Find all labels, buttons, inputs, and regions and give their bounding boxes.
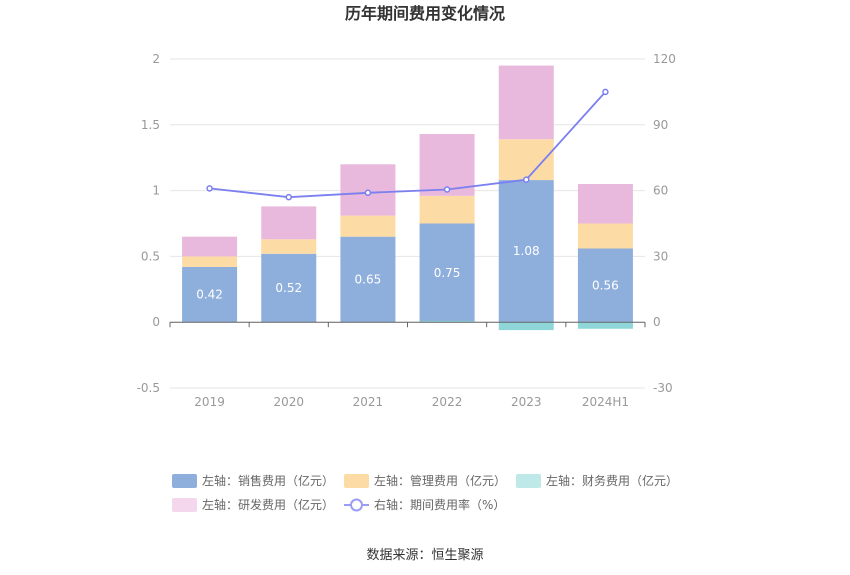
legend-item-rnd[interactable]: 左轴：研发费用（亿元） xyxy=(172,497,334,512)
legend-label-rnd: 左轴：研发费用（亿元） xyxy=(202,497,334,512)
legend-item-sales[interactable]: 左轴：销售费用（亿元） xyxy=(172,473,334,488)
chart-title: 历年期间费用变化情况 xyxy=(345,4,505,23)
right-tick-label: 90 xyxy=(653,118,668,132)
left-tick-label: 2 xyxy=(152,52,160,66)
left-tick-label: 1.5 xyxy=(141,118,160,132)
grid xyxy=(170,58,645,389)
expense-rate-line xyxy=(206,88,609,201)
legend-swatch-rate-marker xyxy=(350,498,363,512)
expense-rate-point-2019 xyxy=(206,185,213,192)
bar-admin-2023 xyxy=(498,139,554,181)
bar-value-label-2021: 0.65 xyxy=(355,272,382,286)
legend-swatch-finance xyxy=(516,474,541,488)
bar-rnd-2023 xyxy=(498,65,554,140)
left-axis-ticks: 2 1.5 1 0.5 0 -0.5 xyxy=(137,52,160,395)
bar-rnd-2024H1 xyxy=(577,184,633,224)
bar-admin-2024H1 xyxy=(577,223,633,249)
expense-rate-point-2020 xyxy=(285,193,292,201)
bar-value-label-2022: 0.75 xyxy=(434,266,461,280)
right-tick-label: 0 xyxy=(653,315,661,329)
expense-rate-point-2022 xyxy=(443,186,451,193)
legend: 左轴：销售费用（亿元） 左轴：管理费用（亿元） 左轴：财务费用（亿元） 左轴：研… xyxy=(172,473,678,512)
legend-item-finance[interactable]: 左轴：财务费用（亿元） xyxy=(516,473,678,488)
bar-sales-2023 xyxy=(498,180,554,323)
expense-rate-polyline xyxy=(209,91,607,199)
x-tick-label: 2022 xyxy=(432,395,463,409)
legend-swatch-rnd xyxy=(172,498,197,512)
right-tick-label: 60 xyxy=(653,184,668,198)
legend-label-rate: 右轴：期间费用率（%） xyxy=(374,497,505,512)
bar-finance-2023 xyxy=(498,322,554,331)
bar-rnd-2022 xyxy=(419,134,475,196)
bar-admin-2020 xyxy=(261,239,317,254)
left-tick-label: 0.5 xyxy=(141,249,160,263)
bar-value-label-2019: 0.42 xyxy=(196,288,223,302)
bar-admin-2022 xyxy=(419,195,475,224)
bar-rnd-2019 xyxy=(182,236,238,257)
bar-sales-2024H1 xyxy=(577,248,633,323)
legend-item-admin[interactable]: 左轴：管理费用（亿元） xyxy=(344,473,506,488)
left-tick-label: -0.5 xyxy=(137,381,160,395)
legend-label-admin: 左轴：管理费用（亿元） xyxy=(374,473,506,488)
expense-rate-point-2021 xyxy=(364,189,372,197)
right-tick-label: 120 xyxy=(653,52,676,66)
x-tick-label: 2024H1 xyxy=(582,395,629,409)
bar-value-label-2023: 1.08 xyxy=(513,244,540,258)
source-note: 数据来源：恒生聚源 xyxy=(366,548,483,563)
legend-swatch-sales xyxy=(172,474,197,488)
bar-admin-2021 xyxy=(340,215,396,237)
legend-label-finance: 左轴：财务费用（亿元） xyxy=(546,473,678,488)
x-tick-label: 2019 xyxy=(194,395,225,409)
x-tick-label: 2021 xyxy=(353,395,384,409)
x-axis: 2019 2020 2021 2022 2023 2024H1 xyxy=(169,321,646,409)
bar-rnd-2020 xyxy=(261,206,317,240)
right-tick-label: -30 xyxy=(653,381,673,395)
bar-admin-2019 xyxy=(182,256,238,267)
bar-sales-2021 xyxy=(340,236,396,323)
bar-sales-2022 xyxy=(419,223,475,323)
x-tick-label: 2023 xyxy=(511,395,542,409)
bars xyxy=(182,65,633,331)
left-tick-label: 0 xyxy=(152,315,160,329)
legend-item-rate[interactable]: 右轴：期间费用率（%） xyxy=(344,497,505,512)
bar-labels: 0.42 0.52 0.65 0.75 1.08 0.56 xyxy=(196,244,619,301)
expense-rate-point-2023 xyxy=(523,176,530,183)
bar-finance-2022 xyxy=(419,320,475,323)
legend-swatch-admin xyxy=(344,474,369,488)
bar-value-label-2024H1: 0.56 xyxy=(592,278,619,292)
right-axis-ticks: 120 90 60 30 0 -30 xyxy=(653,52,676,395)
bar-value-label-2020: 0.52 xyxy=(275,281,302,295)
legend-label-sales: 左轴：销售费用（亿元） xyxy=(202,473,334,488)
bar-finance-2024H1 xyxy=(577,322,633,329)
bar-sales-2020 xyxy=(261,253,317,323)
bar-sales-2019 xyxy=(182,266,238,323)
right-tick-label: 30 xyxy=(653,249,668,263)
x-tick-label: 2020 xyxy=(273,395,304,409)
expense-rate-point-2024H1 xyxy=(602,88,609,96)
left-tick-label: 1 xyxy=(152,184,160,198)
